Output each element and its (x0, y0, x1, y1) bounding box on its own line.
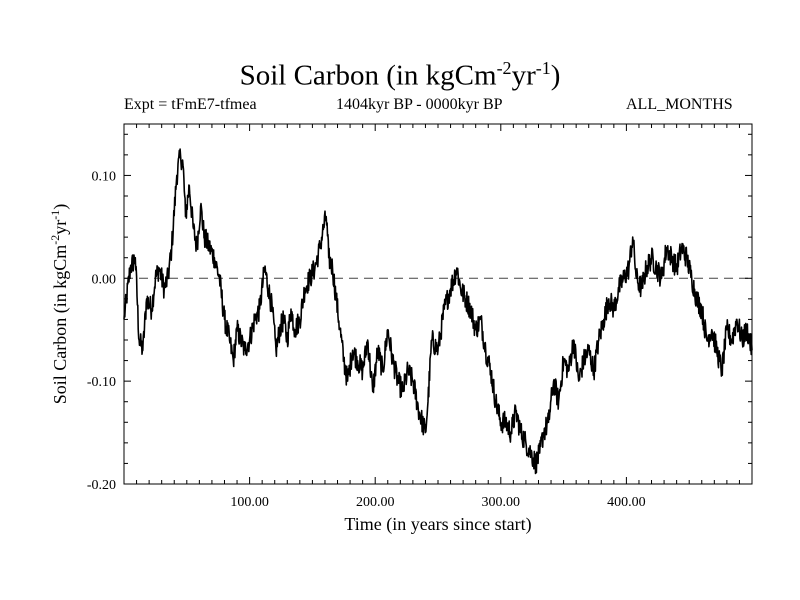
months-label: ALL_MONTHS (626, 96, 733, 113)
x-tick-label: 100.00 (230, 495, 269, 510)
chart-title: Soil Carbon (in kgCm-2yr-1) (239, 58, 561, 92)
y-tick-label: 0.00 (92, 272, 117, 287)
plot-frame (123, 123, 753, 485)
x-tick-label: 300.00 (482, 495, 521, 510)
y-axis-label: Soil Carbon (in kgCm-2yr-1) (48, 204, 71, 405)
y-tick-label: 0.10 (92, 169, 117, 184)
period-label: 1404kyr BP - 0000kyr BP (336, 96, 503, 113)
y-tick-label: -0.10 (87, 375, 116, 390)
y-tick-label: -0.20 (87, 478, 116, 493)
experiment-label: Expt = tFmE7-tfmea (124, 96, 257, 113)
x-tick-label: 400.00 (607, 495, 646, 510)
series-line-soil-carbon (123, 148, 753, 475)
x-axis-label: Time (in years since start) (344, 514, 531, 535)
x-tick-label: 200.00 (356, 495, 395, 510)
